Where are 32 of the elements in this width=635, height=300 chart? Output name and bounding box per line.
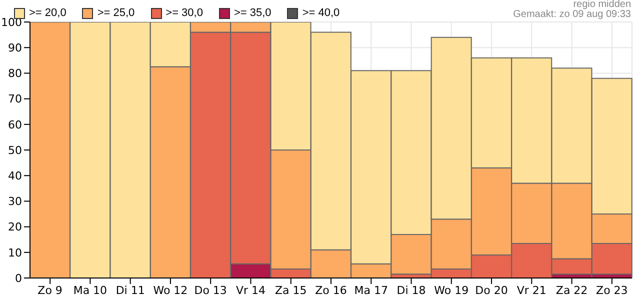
legend-label: >= 35,0 (234, 7, 272, 19)
x-tick-label: Zo 16 (315, 284, 347, 297)
x-tick-label: Za 15 (274, 284, 307, 297)
x-tick-label: Di 11 (116, 284, 145, 297)
y-tick-label: 20 (8, 220, 22, 234)
x-tick-label: Di 18 (396, 284, 426, 297)
y-tick-label: 0 (15, 272, 22, 285)
x-tick-label: Wo 12 (153, 284, 188, 297)
x-tick-label: Za 22 (556, 284, 588, 297)
y-tick-label: 40 (8, 170, 22, 183)
y-tick-label: 90 (8, 42, 22, 55)
y-tick-label: 70 (8, 92, 22, 106)
text: regio midden (572, 0, 631, 10)
x-tick-label: Zo 23 (596, 284, 628, 297)
legend-label: >= 40,0 (302, 7, 340, 19)
y-tick-label: 10 (8, 246, 22, 260)
y-tick-label: 30 (8, 195, 22, 208)
y-tick-label: 50 (8, 144, 22, 157)
series-label: >= 20,0 (29, 7, 66, 19)
x-tick-label: Ma 10 (73, 284, 108, 297)
x-tick-label: Vr 21 (516, 284, 546, 297)
x-tick-label: Zo 9 (38, 284, 62, 297)
y-tick-label: 80 (8, 67, 22, 80)
x-tick-label: Do 13 (194, 284, 227, 297)
x-tick-label: Ma 17 (354, 284, 388, 297)
legend-label: >= 30,0 (166, 7, 203, 19)
x-tick-label: Wo 19 (434, 284, 469, 297)
text: Gemaakt: zo 09 aug 09:33 (513, 9, 631, 20)
x-tick-label: Do 20 (475, 284, 508, 297)
x-tick-label: Vr 14 (236, 284, 266, 297)
legend-label: >= 25,0 (97, 7, 135, 19)
y-tick-label: 60 (8, 118, 22, 132)
